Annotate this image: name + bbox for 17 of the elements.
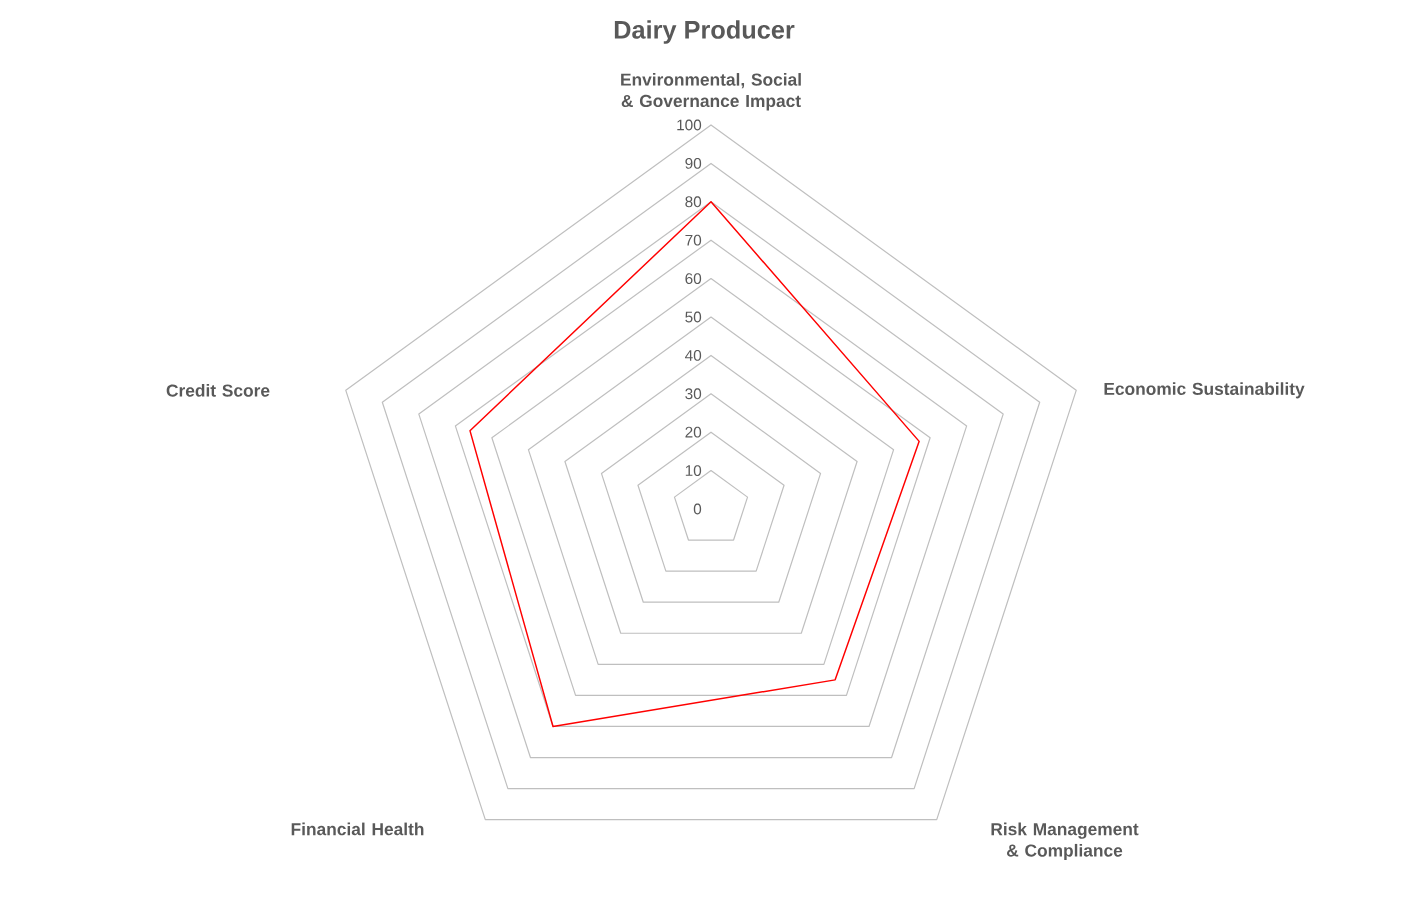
y-tick-label: 10 xyxy=(685,465,702,477)
spoke-label: Environmental, Social & Governance Impact xyxy=(621,73,801,111)
y-tick-label: 30 xyxy=(685,388,702,400)
y-tick-label: 90 xyxy=(685,157,702,169)
spoke-label: Economic Sustainability xyxy=(1104,382,1305,399)
y-tick-label: 0 xyxy=(693,503,702,515)
spoke-label: Risk Management & Compliance xyxy=(991,822,1139,861)
spoke-label: Credit Score xyxy=(166,383,270,397)
spoke-label: Financial Health xyxy=(291,822,424,836)
y-tick-label: 50 xyxy=(685,311,702,323)
chart-title: Dairy Producer xyxy=(614,20,795,44)
y-tick-label: 40 xyxy=(685,349,702,361)
y-tick-label: 60 xyxy=(685,273,702,285)
y-tick-label: 100 xyxy=(677,119,702,131)
y-tick-label: 80 xyxy=(685,196,702,208)
y-tick-label: 70 xyxy=(685,234,702,246)
y-tick-label: 20 xyxy=(685,426,702,438)
